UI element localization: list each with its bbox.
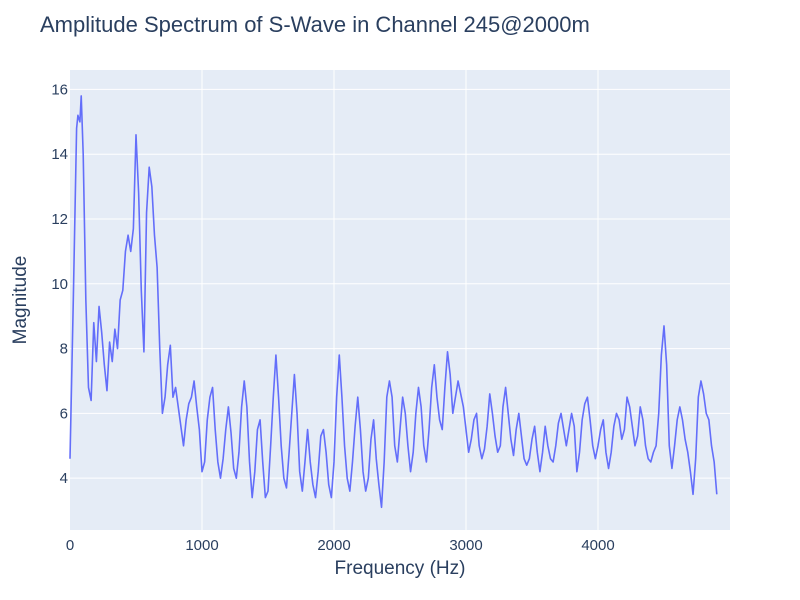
x-tick-label: 4000	[581, 537, 614, 554]
y-tick-label: 4	[60, 470, 68, 487]
y-tick-label: 16	[51, 81, 68, 98]
x-tick-label: 0	[66, 537, 74, 554]
y-tick-label: 8	[60, 341, 68, 358]
x-tick-label: 2000	[317, 537, 350, 554]
x-axis-label: Frequency (Hz)	[334, 558, 466, 579]
grid-lines	[70, 70, 730, 530]
series-line-s-wave	[69, 95, 718, 509]
x-tick-label: 3000	[449, 537, 482, 554]
y-tick-label: 10	[51, 276, 68, 293]
y-tick-label: 14	[51, 146, 68, 163]
chart-title: Amplitude Spectrum of S-Wave in Channel …	[40, 12, 590, 37]
x-tick-label: 1000	[185, 537, 218, 554]
plot-area	[70, 70, 730, 530]
y-tick-label: 6	[60, 405, 68, 422]
y-tick-label: 12	[51, 211, 68, 228]
tick-labels: 0 1000 2000 3000 4000 4 6 8 10 12 14 16	[51, 81, 614, 554]
